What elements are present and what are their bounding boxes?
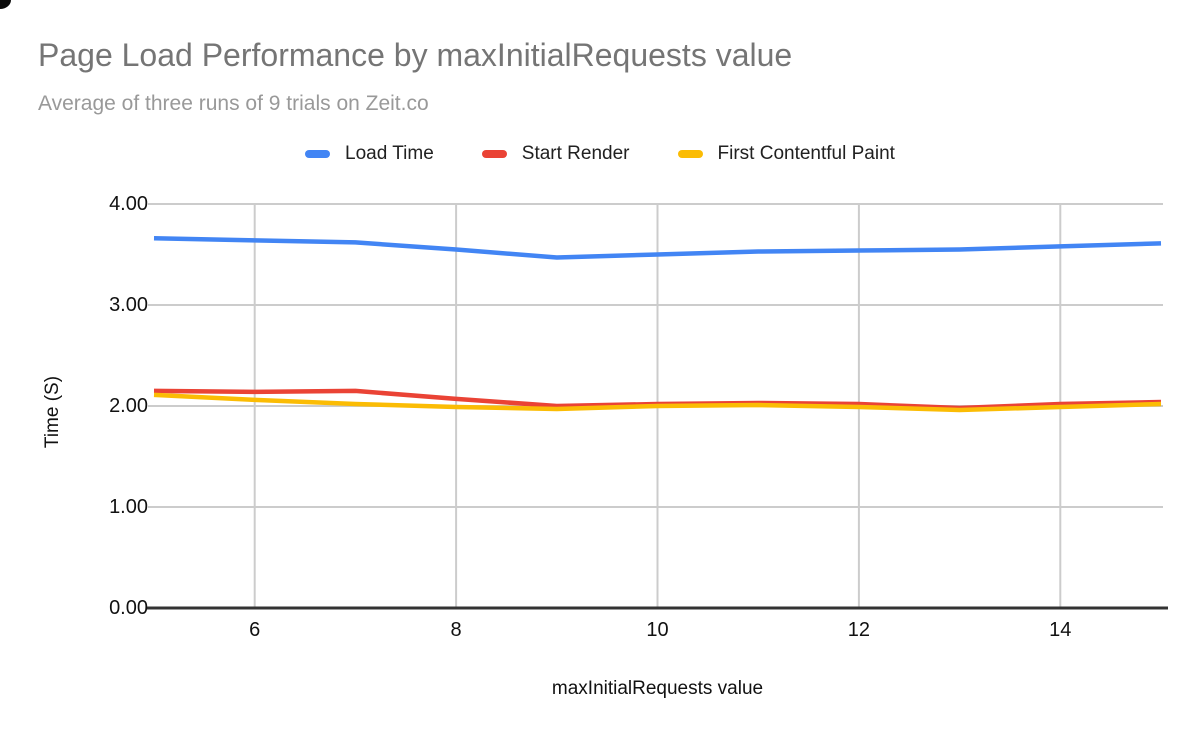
x-tick-label: 12 (847, 619, 871, 641)
x-axis-title: maxInitialRequests value (551, 678, 764, 699)
chart-legend: Load Time Start Render First Contentful … (0, 143, 1200, 165)
chart-title: Page Load Performance by maxInitialReque… (38, 37, 793, 73)
first-contentful-paint-swatch-icon (677, 150, 703, 158)
start-render-swatch-icon (481, 150, 507, 158)
legend-item-first-contentful-paint: First Contentful Paint (677, 143, 895, 165)
y-tick-label: 4.00 (109, 193, 148, 215)
y-axis-title: Time (S) (42, 375, 63, 449)
legend-label-first-contentful-paint: First Contentful Paint (717, 143, 895, 164)
y-tick-label: 3.00 (109, 294, 148, 316)
x-tick-label: 14 (1049, 619, 1072, 641)
load-time-swatch-icon (305, 150, 331, 158)
legend-item-load-time: Load Time (305, 143, 434, 165)
chart-subtitle: Average of three runs of 9 trials on Zei… (38, 92, 429, 115)
series-line-first-contentful-paint (153, 392, 1162, 413)
legend-item-start-render: Start Render (481, 143, 630, 165)
series-line-load-time (153, 236, 1162, 260)
y-tick-label: 2.00 (109, 395, 148, 417)
legend-label-load-time: Load Time (345, 143, 434, 164)
x-tick-label: 6 (249, 619, 261, 641)
y-tick-label: 1.00 (109, 496, 148, 518)
x-tick-label: 8 (450, 619, 462, 641)
y-tick-label: 0.00 (109, 597, 148, 619)
screen-corner-artifact (0, 0, 11, 9)
legend-label-start-render: Start Render (521, 143, 630, 164)
x-tick-label: 10 (646, 619, 669, 641)
